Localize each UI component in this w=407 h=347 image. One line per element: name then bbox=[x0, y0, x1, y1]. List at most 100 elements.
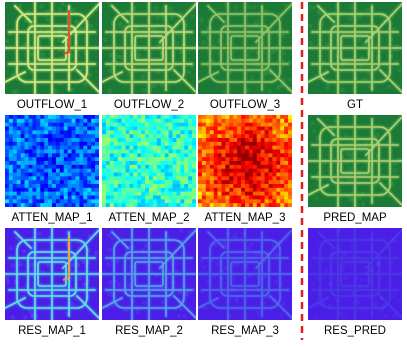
heat-cell bbox=[87, 134, 92, 139]
heat-cell bbox=[133, 172, 138, 177]
heat-cell bbox=[343, 252, 347, 257]
heat-cell bbox=[141, 184, 146, 189]
heat-cell bbox=[221, 149, 226, 154]
heat-cell bbox=[360, 55, 365, 60]
heat-cell bbox=[172, 195, 177, 200]
heat-cell bbox=[32, 118, 37, 123]
heat-cell bbox=[229, 145, 234, 150]
heat-cell bbox=[241, 161, 246, 166]
heat-cell bbox=[201, 172, 207, 177]
heat-cell bbox=[36, 180, 41, 185]
heat-cell bbox=[315, 177, 320, 182]
heat-cell bbox=[117, 134, 122, 139]
heat-cell bbox=[71, 157, 76, 162]
heat-cell bbox=[260, 184, 265, 189]
heat-cell bbox=[184, 122, 189, 127]
heat-cell bbox=[172, 161, 177, 166]
heat-cell bbox=[94, 251, 99, 256]
heat-cell bbox=[250, 75, 255, 80]
heat-cell bbox=[229, 164, 234, 169]
panel-label: ATTEN_MAP_1 bbox=[12, 212, 93, 224]
heat-cell bbox=[168, 203, 173, 207]
heat-cell bbox=[63, 180, 68, 185]
heat-cell bbox=[137, 172, 142, 177]
heat-cell bbox=[63, 126, 68, 131]
heat-cell bbox=[164, 184, 169, 189]
heat-cell bbox=[288, 134, 292, 139]
heat-cell bbox=[83, 134, 88, 139]
heat-cell bbox=[260, 126, 265, 131]
heat-cell bbox=[125, 195, 130, 200]
heat-cell bbox=[145, 203, 150, 207]
heat-cell bbox=[24, 118, 29, 123]
heat-cell bbox=[182, 314, 187, 319]
heat-cell bbox=[78, 276, 83, 281]
heat-cell bbox=[20, 203, 25, 207]
heat-cell bbox=[176, 180, 181, 185]
heat-cell bbox=[83, 145, 88, 150]
heat-cell bbox=[256, 141, 261, 146]
heat-cell bbox=[152, 184, 158, 189]
heat-cell bbox=[316, 303, 321, 308]
heat-cell bbox=[113, 199, 118, 204]
heat-cell bbox=[268, 172, 273, 177]
heat-cell bbox=[91, 195, 96, 200]
heat-cell bbox=[192, 203, 196, 207]
heat-cell bbox=[87, 180, 92, 185]
heat-cell bbox=[284, 130, 289, 135]
heat-cell bbox=[102, 130, 107, 135]
heat-cell bbox=[229, 180, 234, 185]
heat-cell bbox=[83, 172, 88, 177]
heat-cell bbox=[192, 184, 196, 189]
heat-cell bbox=[341, 253, 346, 258]
heat-cell bbox=[152, 203, 158, 207]
heat-cell bbox=[392, 313, 397, 318]
heat-cell bbox=[349, 244, 354, 249]
heat-cell bbox=[48, 180, 53, 185]
heat-cell bbox=[188, 191, 193, 196]
heat-cell bbox=[32, 122, 37, 127]
heat-cell bbox=[44, 164, 49, 169]
heat-cell bbox=[160, 164, 165, 169]
heat-cell bbox=[79, 176, 84, 181]
heat-cell bbox=[5, 161, 10, 166]
heat-cell bbox=[176, 184, 181, 189]
heat-cell bbox=[5, 130, 10, 135]
heat-cell bbox=[247, 5, 252, 10]
heat-cell bbox=[179, 49, 183, 54]
heat-cell bbox=[241, 176, 246, 181]
heat-cell bbox=[36, 149, 41, 154]
heat-cell bbox=[176, 153, 181, 158]
heat-cell bbox=[58, 48, 63, 53]
heat-cell bbox=[176, 168, 181, 173]
heat-cell bbox=[264, 141, 269, 146]
heat-cell bbox=[168, 191, 173, 196]
heat-cell bbox=[52, 191, 57, 196]
heat-cell bbox=[233, 187, 238, 192]
heat-cell bbox=[145, 168, 150, 173]
heat-cell bbox=[102, 149, 107, 154]
heat-cell bbox=[63, 195, 68, 200]
heatmap bbox=[5, 228, 99, 320]
heat-cell bbox=[149, 122, 154, 127]
heat-cell bbox=[168, 149, 173, 154]
heat-cell bbox=[63, 187, 68, 192]
heat-cell bbox=[201, 126, 207, 131]
heat-cell bbox=[168, 7, 173, 12]
heat-cell bbox=[75, 164, 80, 169]
heat-cell bbox=[8, 145, 14, 150]
heat-cell bbox=[184, 168, 189, 173]
heat-cell bbox=[91, 153, 96, 158]
heat-cell bbox=[241, 168, 246, 173]
heat-cell bbox=[156, 141, 162, 146]
heat-cell bbox=[188, 230, 193, 235]
heat-cell bbox=[24, 191, 29, 196]
heat-cell bbox=[268, 145, 273, 150]
heat-cell bbox=[252, 161, 258, 166]
heat-cell bbox=[75, 176, 80, 181]
heat-cell bbox=[282, 78, 287, 83]
heat-cell bbox=[188, 176, 193, 181]
heat-cell bbox=[133, 122, 138, 127]
heat-cell bbox=[248, 180, 254, 185]
heat-cell bbox=[69, 53, 74, 58]
